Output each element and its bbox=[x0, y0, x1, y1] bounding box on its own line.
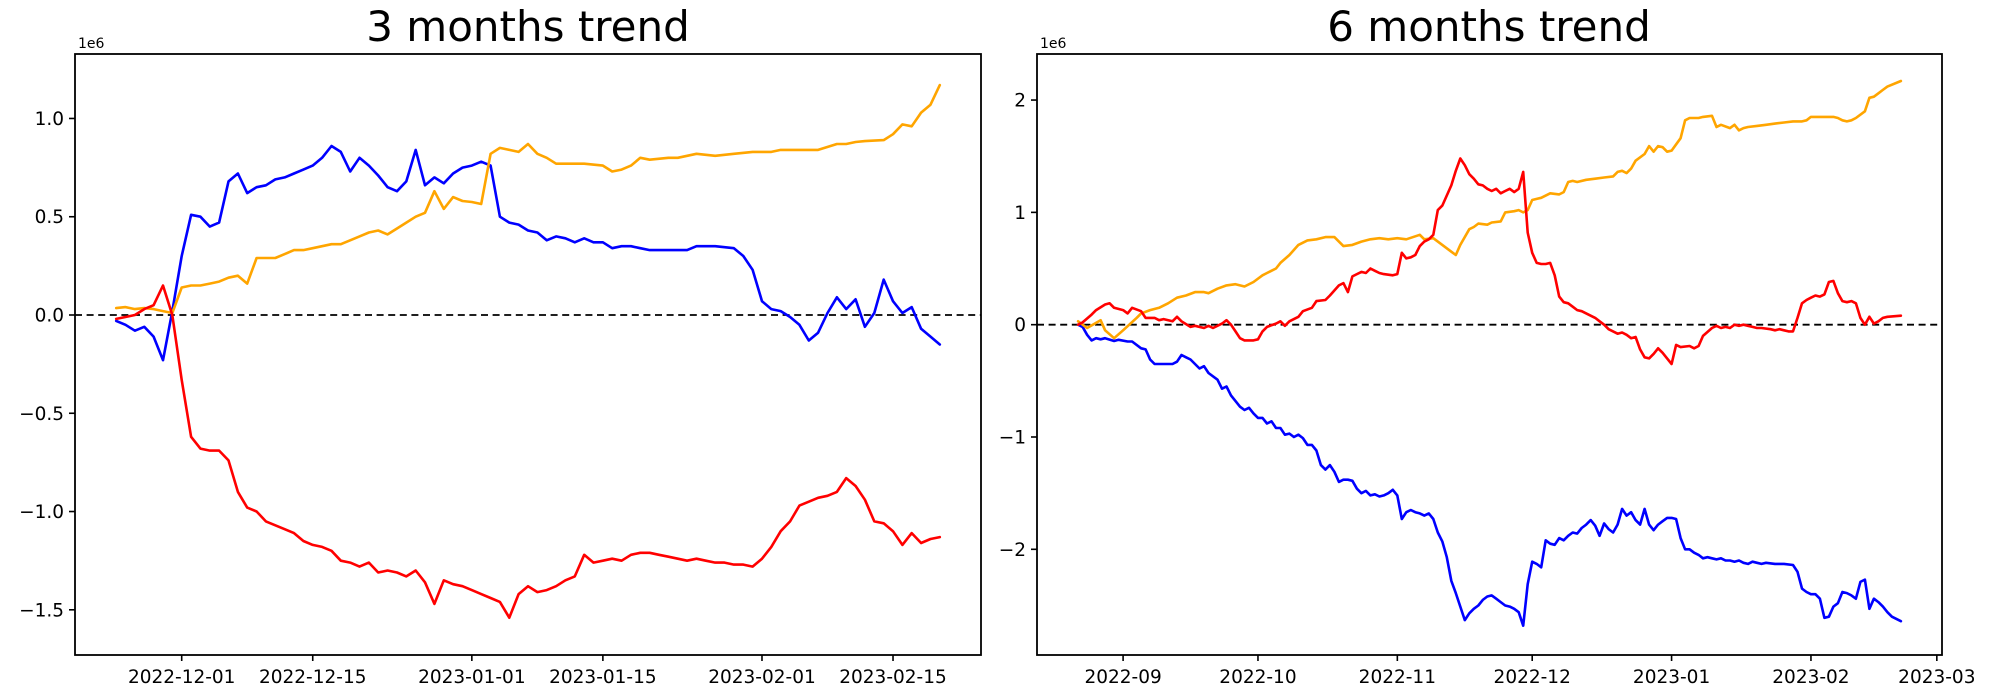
axes-spines bbox=[74, 53, 982, 656]
chart-3-months: 3 months trend 1e6 2022-12-01 2022-12-15 2… bbox=[19, 2, 982, 688]
x-tick-label: 2023-03 bbox=[1898, 667, 1975, 688]
y-tick-label: 2 bbox=[1014, 91, 1026, 112]
series-line-blue bbox=[1076, 323, 1903, 628]
y-tick-label: 0.0 bbox=[35, 305, 64, 326]
series-line-red bbox=[114, 284, 942, 620]
x-tick-label: 2023-02 bbox=[1772, 667, 1849, 688]
chart-title-3-months: 3 months trend bbox=[366, 2, 690, 51]
y-axis-offset-label-right: 1e6 bbox=[1040, 36, 1067, 52]
y-tick-label: −1.5 bbox=[19, 600, 64, 621]
x-tick-label: 2023-02-01 bbox=[708, 667, 816, 688]
series-line-orange bbox=[114, 83, 942, 315]
x-tick-label: 2022-09 bbox=[1084, 667, 1161, 688]
y-tick-label: 0.5 bbox=[35, 207, 64, 228]
y-tick-label: −1.0 bbox=[19, 502, 64, 523]
x-tick-label: 2022-10 bbox=[1219, 667, 1296, 688]
x-tick-label: 2022-12 bbox=[1494, 667, 1571, 688]
x-tick-label: 2022-12-15 bbox=[259, 667, 367, 688]
series-line-red bbox=[1076, 157, 1903, 366]
y-axis-offset-label-left: 1e6 bbox=[78, 36, 105, 52]
x-tick-label: 2023-01 bbox=[1633, 667, 1710, 688]
x-tick-label: 2023-02-15 bbox=[839, 667, 947, 688]
x-tick-label: 2022-12-01 bbox=[128, 667, 236, 688]
y-tick-label: −0.5 bbox=[19, 404, 64, 425]
x-tick-label: 2022-11 bbox=[1359, 667, 1436, 688]
x-tick-label: 2023-01-15 bbox=[549, 667, 657, 688]
y-tick-label: −1 bbox=[999, 427, 1026, 448]
y-tick-label: 1.0 bbox=[35, 109, 64, 130]
series-line-orange bbox=[1076, 79, 1903, 340]
x-tick-label: 2023-01-01 bbox=[418, 667, 526, 688]
axes-6-months: 2022-09 2022-10 2022-11 2022-12 2023-01 2023-… bbox=[999, 53, 1975, 688]
y-tick-label: −2 bbox=[999, 540, 1026, 561]
y-tick-label: 0 bbox=[1014, 315, 1026, 336]
y-tick-label: 1 bbox=[1014, 203, 1026, 224]
chart-title-6-months: 6 months trend bbox=[1327, 2, 1651, 51]
axes-3-months: 2022-12-01 2022-12-15 2023-01-01 2023-01-15… bbox=[19, 53, 982, 688]
series-line-blue bbox=[114, 144, 942, 362]
chart-6-months: 6 months trend 1e6 2022-09 2022-10 2022-11… bbox=[999, 2, 1976, 688]
axes-spines bbox=[1036, 53, 1943, 656]
